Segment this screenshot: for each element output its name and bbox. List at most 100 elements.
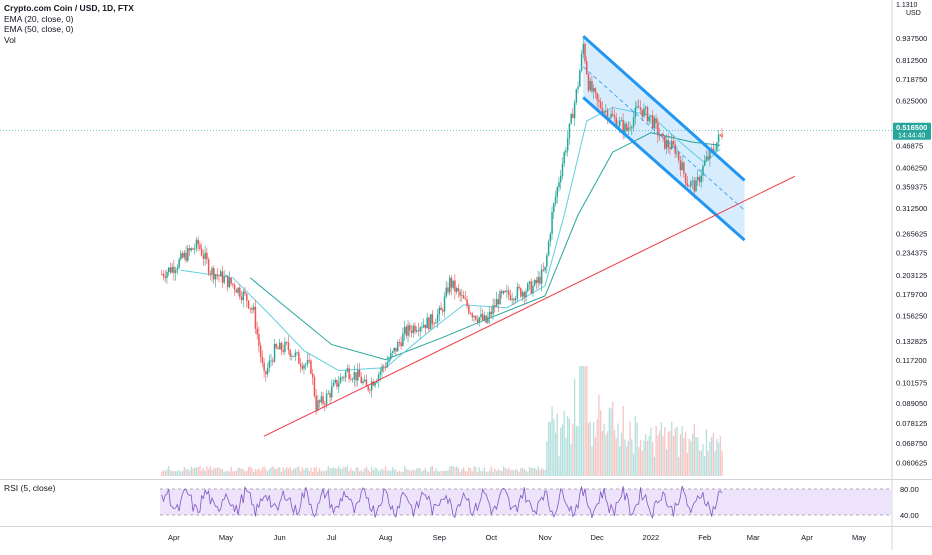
candle-body xyxy=(207,259,210,274)
candle-body xyxy=(688,186,690,187)
volume-bar xyxy=(336,468,338,476)
candle-body xyxy=(204,252,206,259)
candle-body xyxy=(676,152,678,154)
price-tick-label: 0.625000 xyxy=(896,97,927,106)
volume-bar xyxy=(246,470,248,476)
volume-bar xyxy=(711,437,713,476)
candle-body xyxy=(313,377,316,396)
candle-body xyxy=(278,342,281,350)
volume-bar xyxy=(216,467,218,476)
volume-bar xyxy=(258,468,260,476)
candle-body xyxy=(653,118,656,129)
candle-body xyxy=(169,267,172,273)
volume-bar xyxy=(560,427,562,476)
candle-body xyxy=(377,374,380,382)
volume-bar xyxy=(424,467,427,476)
candle-body xyxy=(625,123,628,131)
volume-bar xyxy=(707,451,709,476)
volume-bar xyxy=(187,468,189,476)
volume-bar xyxy=(684,431,687,476)
candle-body xyxy=(683,162,685,174)
candle-body xyxy=(362,381,364,384)
candle-body xyxy=(181,253,184,258)
price-tick-label: 0.156250 xyxy=(896,312,927,321)
candle-body xyxy=(284,341,286,352)
legend-ema20[interactable]: EMA (20, close, 0) xyxy=(4,13,74,24)
candle-body xyxy=(410,330,413,333)
volume-bar xyxy=(605,434,607,476)
candle-body xyxy=(464,298,467,300)
volume-bar xyxy=(473,466,475,476)
volume-bar xyxy=(698,450,701,476)
candle-body xyxy=(261,357,264,363)
candle-body xyxy=(228,277,231,288)
volume-bar xyxy=(652,441,654,476)
volume-bar xyxy=(292,469,295,476)
volume-bar xyxy=(266,471,269,476)
volume-bar xyxy=(175,471,177,476)
volume-bar xyxy=(414,470,416,476)
candle-body xyxy=(575,89,578,103)
volume-bar xyxy=(634,415,636,476)
legend-volume[interactable]: Vol xyxy=(4,34,16,45)
volume-bar xyxy=(325,470,328,476)
volume-bar xyxy=(449,466,451,476)
candle-body xyxy=(298,352,300,364)
volume-bar xyxy=(214,468,217,476)
time-axis-label: Aug xyxy=(379,533,392,542)
candle-body xyxy=(596,92,598,100)
time-axis-label: Jun xyxy=(274,533,286,542)
volume-bar xyxy=(674,428,676,476)
candle-body xyxy=(195,239,198,249)
volume-bar xyxy=(228,471,231,476)
candle-body xyxy=(403,326,406,334)
volume-bar xyxy=(176,470,179,476)
volume-bar xyxy=(168,466,170,476)
candle-body xyxy=(192,248,194,250)
volume-bar xyxy=(476,471,479,476)
volume-bar xyxy=(332,467,335,476)
volume-bar xyxy=(468,467,470,476)
volume-bar xyxy=(429,466,432,476)
volume-bar xyxy=(456,466,458,476)
candle-body xyxy=(292,355,295,357)
volume-bar xyxy=(296,467,298,476)
candle-body xyxy=(180,253,182,260)
legend-symbol-title[interactable]: Crypto.com Coin / USD, 1D, FTX xyxy=(4,3,134,13)
volume-bar xyxy=(367,469,369,476)
volume-bar xyxy=(417,468,420,476)
volume-bar xyxy=(390,471,392,476)
volume-bar xyxy=(671,421,673,476)
candle-body xyxy=(549,233,552,242)
volume-bar xyxy=(719,436,721,476)
candle-body xyxy=(351,379,354,381)
volume-bar xyxy=(502,466,505,476)
candle-body xyxy=(657,122,659,136)
volume-bar xyxy=(509,470,512,476)
volume-bar xyxy=(606,431,609,476)
price-tick-label: 0.812500 xyxy=(896,56,927,65)
volume-bar xyxy=(523,469,525,476)
volume-bar xyxy=(697,437,699,476)
volume-bar xyxy=(256,469,258,476)
price-tick-label: 0.089050 xyxy=(896,399,927,408)
candle-body xyxy=(641,109,644,117)
volume-bar xyxy=(530,467,532,476)
candle-body xyxy=(598,99,600,102)
rsi-legend[interactable]: RSI (5, close) xyxy=(4,483,56,493)
candle-body xyxy=(270,360,272,362)
candle-body xyxy=(457,288,460,292)
volume-bar xyxy=(194,467,196,476)
volume-bar xyxy=(305,468,307,476)
legend-ema50[interactable]: EMA (50, close, 0) xyxy=(4,24,74,34)
volume-bar xyxy=(416,468,418,476)
volume-bar xyxy=(341,468,343,476)
candle-body xyxy=(211,268,213,275)
volume-bar xyxy=(683,437,685,476)
volume-bar xyxy=(261,467,264,476)
candle-body xyxy=(533,280,536,286)
channel-midline xyxy=(582,66,745,211)
volume-bar xyxy=(192,468,194,476)
